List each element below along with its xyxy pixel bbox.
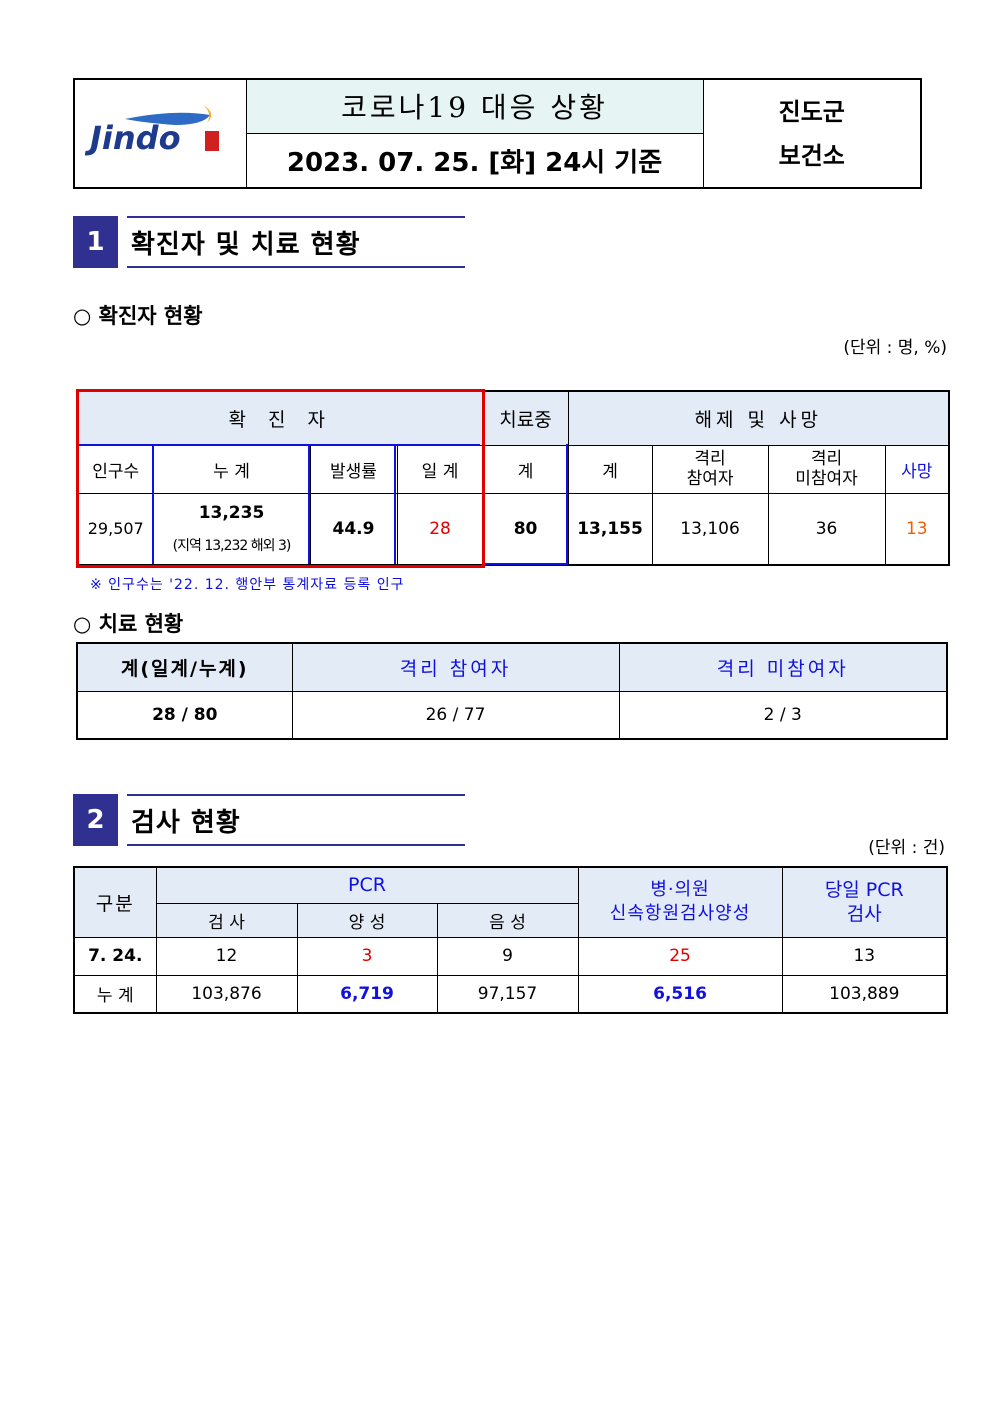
confirmed-subtitle: ○ 확진자 현황 xyxy=(73,304,203,328)
col-rate: 발생률 xyxy=(309,444,398,494)
section-title: 검사 현황 xyxy=(131,808,241,838)
header-table: Jindo 코로나19 대응 상황 진도군 보건소 2023. 07. 25. … xyxy=(73,78,922,189)
col-today-pcr: 당일 PCR 검사 xyxy=(781,866,948,938)
population-note: ※ 인구수는 '22. 12. 행안부 통계자료 등록 인구 xyxy=(90,577,405,593)
section-title: 확진자 및 치료 현황 xyxy=(131,230,361,260)
confirmed-table: 확 진 자 치료중 해제 및 사망 인구수 누 계 발생률 일 계 계 계 격리… xyxy=(77,390,951,566)
highlight-treating xyxy=(482,444,568,565)
highlight-line xyxy=(77,444,480,446)
cumulative-detail: (지역 13,232 해외 3) xyxy=(172,537,292,554)
col-released-non-isolation: 격리 미참여자 xyxy=(767,444,886,494)
cell: 97,157 xyxy=(436,974,579,1014)
organization: 진도군 보건소 xyxy=(702,78,922,189)
daily-value: 28 xyxy=(396,492,484,566)
released-non-isolation-value: 36 xyxy=(767,492,886,566)
col-deaths: 사망 xyxy=(884,444,950,494)
page-title: 코로나19 대응 상황 xyxy=(245,78,704,134)
section-2-heading: 2 검사 현황 xyxy=(73,794,465,846)
org-line1: 진도군 xyxy=(778,97,845,126)
svg-text:Jindo: Jindo xyxy=(85,119,181,157)
section-number: 1 xyxy=(73,216,118,268)
cumulative-cell: 13,235 (지역 13,232 해외 3) xyxy=(152,492,311,566)
treatment-subtitle: ○ 치료 현황 xyxy=(73,612,184,636)
highlight-confirmed xyxy=(76,389,485,568)
population-value: 29,507 xyxy=(77,492,154,566)
cell: 6,516 xyxy=(577,974,783,1014)
cell: 3 xyxy=(296,936,438,976)
unit-label: (단위 : 명, %) xyxy=(843,338,947,358)
col-non-isolation: 격리 미참여자 xyxy=(618,642,948,692)
cell: 25 xyxy=(577,936,783,976)
col-total: 계(일계/누계) xyxy=(76,642,293,692)
row-label: 누 계 xyxy=(73,974,157,1014)
col-pcr-negative: 음 성 xyxy=(436,902,579,938)
col-pcr-positive: 양 성 xyxy=(296,902,438,938)
org-line2: 보건소 xyxy=(778,141,845,170)
isolation-value: 26 / 77 xyxy=(291,690,620,740)
cell: 13 xyxy=(781,936,948,976)
table-row: 7. 24. 12 3 9 25 13 xyxy=(73,936,948,976)
deaths-value: 13 xyxy=(884,492,950,566)
non-isolation-value: 2 / 3 xyxy=(618,690,948,740)
col-rapid-antigen: 병·의원 신속항원검사양성 xyxy=(577,866,783,938)
row-label: 7. 24. xyxy=(73,936,157,976)
section-1-heading: 1 확진자 및 치료 현황 xyxy=(73,216,465,268)
jindo-logo: Jindo xyxy=(73,78,247,189)
table-row: 누 계 103,876 6,719 97,157 6,516 103,889 xyxy=(73,974,948,1014)
treating-value: 80 xyxy=(482,492,569,566)
col-gubun: 구분 xyxy=(73,866,157,938)
group-treating: 치료중 xyxy=(482,390,569,446)
cell: 103,889 xyxy=(781,974,948,1014)
treatment-table: 계(일계/누계) 격리 참여자 격리 미참여자 28 / 80 26 / 77 … xyxy=(76,642,948,740)
rate-value: 44.9 xyxy=(309,492,398,566)
unit-label: (단위 : 건) xyxy=(868,838,945,858)
released-total-value: 13,155 xyxy=(567,492,653,566)
col-pcr: PCR xyxy=(155,866,579,904)
released-isolation-value: 13,106 xyxy=(651,492,769,566)
report-date: 2023. 07. 25. [화] 24시 기준 xyxy=(245,132,704,189)
cell: 9 xyxy=(436,936,579,976)
group-released: 해제 및 사망 xyxy=(567,390,950,446)
cell: 6,719 xyxy=(296,974,438,1014)
cumulative-value: 13,235 xyxy=(198,502,265,523)
total-value: 28 / 80 xyxy=(76,690,293,740)
col-released-total: 계 xyxy=(567,444,653,494)
cell: 12 xyxy=(155,936,298,976)
jindo-logo-icon: Jindo xyxy=(84,105,220,157)
col-isolation: 격리 참여자 xyxy=(291,642,620,692)
cell: 103,876 xyxy=(155,974,298,1014)
tests-table: 구분 PCR 병·의원 신속항원검사양성 당일 PCR 검사 검 사 양 성 음… xyxy=(73,866,949,1014)
col-released-isolation: 격리 참여자 xyxy=(651,444,769,494)
col-pcr-test: 검 사 xyxy=(155,902,298,938)
section-number: 2 xyxy=(73,794,118,846)
